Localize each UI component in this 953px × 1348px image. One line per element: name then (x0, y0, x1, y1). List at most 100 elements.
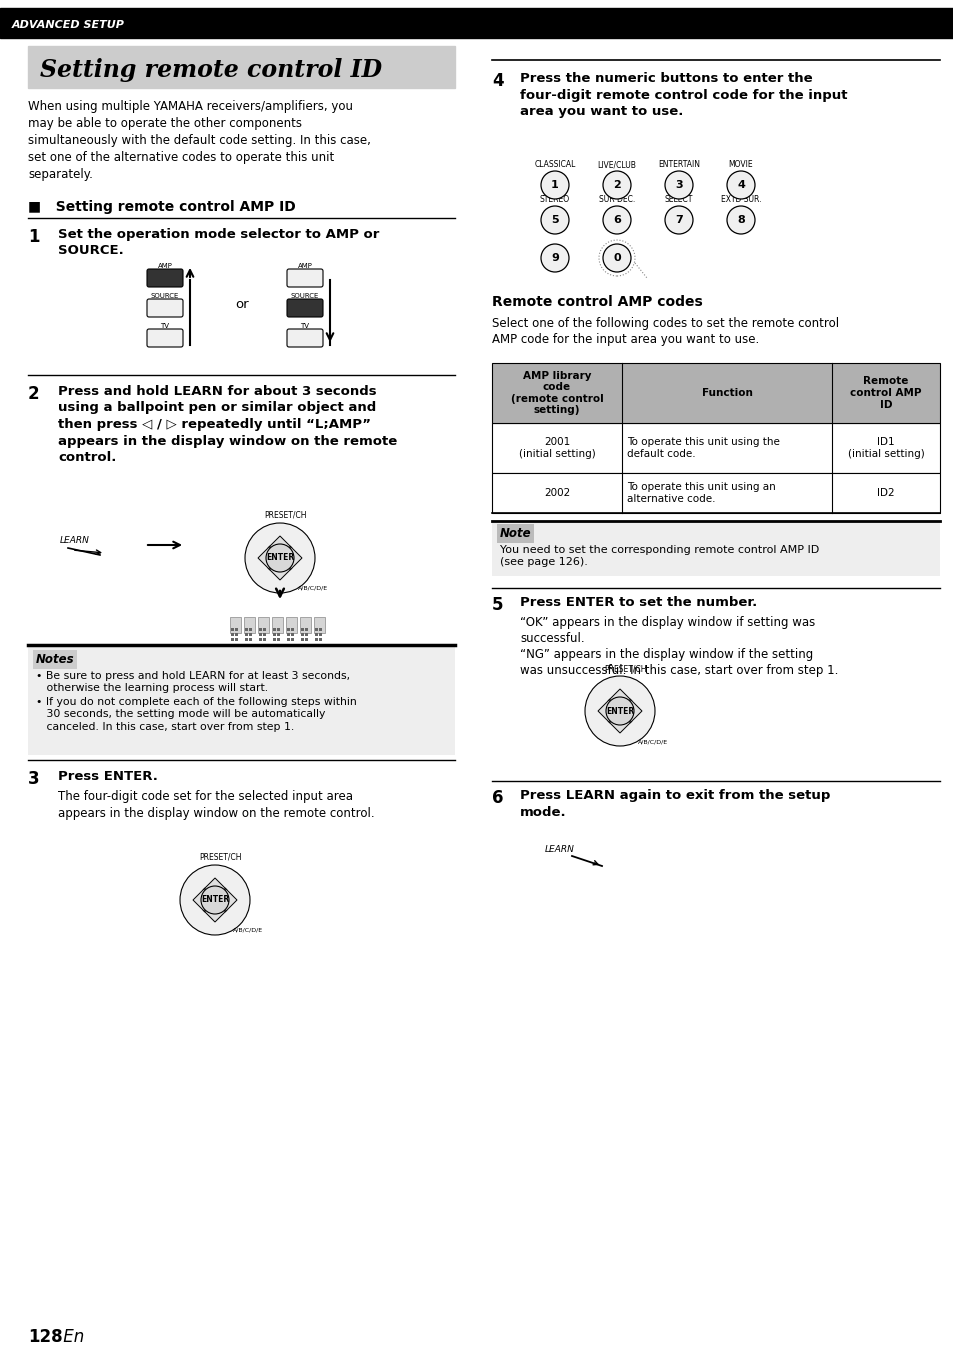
Text: PRESET/CH: PRESET/CH (265, 511, 307, 520)
Text: ENTERTAIN: ENTERTAIN (658, 160, 700, 168)
Text: When using multiple YAMAHA receivers/amplifiers, you
may be able to operate the : When using multiple YAMAHA receivers/amp… (28, 100, 371, 181)
Text: or: or (234, 298, 249, 311)
Text: SOURCE: SOURCE (291, 293, 319, 299)
Bar (314, 638, 317, 642)
Bar (305, 638, 308, 642)
Bar (314, 634, 317, 636)
Bar (273, 628, 275, 631)
Bar (276, 634, 280, 636)
Text: AMP: AMP (297, 263, 313, 270)
Circle shape (245, 523, 314, 593)
Text: 3: 3 (28, 770, 40, 789)
Text: EXTD SUR.: EXTD SUR. (720, 195, 760, 204)
Bar (231, 638, 233, 642)
Bar (234, 628, 237, 631)
Text: En: En (58, 1328, 84, 1347)
Bar (287, 638, 290, 642)
Bar (28, 644, 455, 755)
Polygon shape (607, 689, 631, 701)
Circle shape (726, 206, 754, 235)
Bar (273, 638, 275, 642)
Text: You need to set the corresponding remote control AMP ID
(see page 126).: You need to set the corresponding remote… (499, 545, 819, 568)
Circle shape (584, 675, 655, 745)
Text: ■   Setting remote control AMP ID: ■ Setting remote control AMP ID (28, 200, 295, 214)
Text: Press ENTER.: Press ENTER. (58, 770, 157, 783)
Text: LEARN: LEARN (60, 537, 90, 545)
Bar (318, 628, 322, 631)
Bar (230, 617, 241, 634)
Text: Press and hold LEARN for about 3 seconds
using a ballpoint pen or similar object: Press and hold LEARN for about 3 seconds… (58, 386, 396, 464)
Text: Set the operation mode selector to AMP or
SOURCE.: Set the operation mode selector to AMP o… (58, 228, 379, 257)
FancyBboxPatch shape (147, 270, 183, 287)
Text: Press ENTER to set the number.: Press ENTER to set the number. (519, 596, 757, 609)
Text: 3: 3 (675, 181, 682, 190)
Text: Press the numeric buttons to enter the
four-digit remote control code for the in: Press the numeric buttons to enter the f… (519, 71, 846, 119)
Bar (263, 628, 266, 631)
Text: PRESET/CH: PRESET/CH (199, 853, 242, 861)
Text: 128: 128 (28, 1328, 63, 1347)
Bar (234, 638, 237, 642)
Text: 9: 9 (551, 253, 558, 263)
FancyBboxPatch shape (147, 299, 183, 317)
Text: Select one of the following codes to set the remote control
AMP code for the inp: Select one of the following codes to set… (492, 317, 839, 346)
Text: ADVANCED SETUP: ADVANCED SETUP (12, 20, 125, 30)
Bar (286, 617, 296, 634)
Bar (245, 638, 248, 642)
Bar (287, 634, 290, 636)
Circle shape (540, 171, 568, 200)
Text: A/B/C/D/E: A/B/C/D/E (638, 739, 667, 744)
Polygon shape (290, 546, 302, 570)
Circle shape (605, 697, 634, 725)
Text: SELECT: SELECT (664, 195, 693, 204)
Bar (249, 628, 252, 631)
FancyBboxPatch shape (287, 299, 323, 317)
Text: • If you do not complete each of the following steps within
   30 seconds, the s: • If you do not complete each of the fol… (36, 697, 356, 732)
Polygon shape (598, 700, 609, 723)
Text: Setting remote control ID: Setting remote control ID (40, 58, 382, 82)
Bar (263, 638, 266, 642)
Bar (249, 634, 252, 636)
Bar (276, 628, 280, 631)
Text: Press LEARN again to exit from the setup
mode.: Press LEARN again to exit from the setup… (519, 789, 829, 818)
Bar (28, 46, 455, 88)
Polygon shape (268, 537, 292, 549)
Bar (257, 617, 269, 634)
Text: Remote control AMP codes: Remote control AMP codes (492, 295, 702, 309)
Bar (301, 638, 304, 642)
Text: 6: 6 (492, 789, 503, 807)
Circle shape (602, 171, 630, 200)
Text: 8: 8 (737, 214, 744, 225)
Bar (492, 473, 939, 514)
Text: 1: 1 (551, 181, 558, 190)
Text: ID1
(initial setting): ID1 (initial setting) (846, 437, 923, 458)
Bar (305, 634, 308, 636)
Bar (291, 628, 294, 631)
Text: The four-digit code set for the selected input area
appears in the display windo: The four-digit code set for the selected… (58, 790, 375, 820)
Bar (258, 638, 262, 642)
Bar (231, 634, 233, 636)
Text: Note: Note (499, 527, 531, 541)
Text: SUR DEC.: SUR DEC. (598, 195, 635, 204)
FancyBboxPatch shape (147, 329, 183, 346)
Bar (258, 634, 262, 636)
Circle shape (664, 171, 692, 200)
Text: ID2: ID2 (876, 488, 894, 497)
Circle shape (602, 244, 630, 272)
Text: 4: 4 (737, 181, 744, 190)
Circle shape (266, 545, 294, 572)
Bar (245, 634, 248, 636)
Bar (314, 617, 325, 634)
Text: • Be sure to press and hold LEARN for at least 3 seconds,
   otherwise the learn: • Be sure to press and hold LEARN for at… (36, 671, 350, 693)
Bar (301, 634, 304, 636)
Polygon shape (607, 721, 631, 733)
Text: AMP: AMP (157, 263, 172, 270)
Polygon shape (203, 878, 227, 890)
Text: PRESET/CH: PRESET/CH (604, 665, 646, 673)
Text: SOURCE: SOURCE (151, 293, 179, 299)
Text: 4: 4 (492, 71, 503, 90)
Bar (492, 363, 939, 423)
Text: 7: 7 (675, 214, 682, 225)
Bar (258, 628, 262, 631)
Polygon shape (268, 568, 292, 580)
Text: TV: TV (160, 324, 170, 329)
